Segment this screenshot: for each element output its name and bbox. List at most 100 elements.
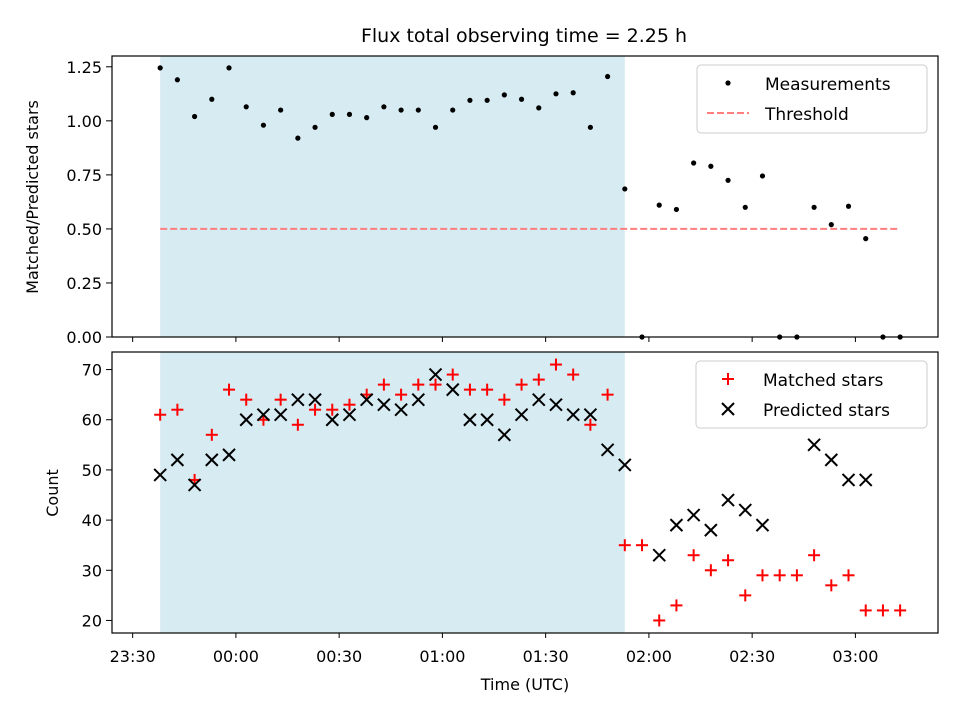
measurement-point <box>622 186 628 192</box>
measurement-point <box>845 203 852 209</box>
measurement-point <box>742 204 748 210</box>
top-axes-frame <box>111 55 939 338</box>
bottom-y-axis-label: Count <box>43 469 62 517</box>
predicted-point <box>239 413 253 427</box>
predicted-point <box>394 402 408 417</box>
bottom-panel: 20 30 40 50 60 70 23:30 00:00 00:30 01:00 01:30 02… <box>43 351 939 694</box>
measurement-point <box>536 105 542 111</box>
matched-point <box>377 378 390 391</box>
top-plot-area <box>157 65 903 340</box>
top-legend-box <box>696 64 928 134</box>
matched-point <box>894 604 907 617</box>
predicted-point <box>669 518 684 532</box>
measurement-point <box>381 104 387 110</box>
matched-point <box>739 589 752 602</box>
xtick-label: 00:30 <box>316 647 362 666</box>
matched-point <box>618 539 631 552</box>
matched-legend-marker <box>722 373 734 385</box>
predicted-point <box>807 438 821 452</box>
measurement-point <box>312 124 318 130</box>
measurement-point <box>725 177 731 183</box>
measurement-point <box>708 163 714 169</box>
predicted-point <box>755 518 770 532</box>
measurement-point <box>605 73 611 80</box>
bottom-ytick-label: 20 <box>82 611 102 630</box>
predicted-point <box>704 523 718 537</box>
matched-point <box>532 373 545 386</box>
predicted-point <box>187 478 202 492</box>
matched-point <box>670 599 683 612</box>
predicted-point <box>359 392 374 407</box>
predicted-point <box>841 473 856 487</box>
matched-point <box>549 358 562 371</box>
measurement-point <box>863 236 869 242</box>
predicted-point <box>446 382 460 397</box>
predicted-point <box>497 428 512 442</box>
measurement-point <box>174 77 180 83</box>
measurement-point <box>157 65 163 71</box>
predicted-point <box>532 392 546 407</box>
measurement-point <box>192 113 198 120</box>
matched-point <box>171 403 184 416</box>
measurement-point <box>209 96 215 102</box>
matched-point <box>825 579 838 592</box>
top-ytick-label: 0.50 <box>66 220 102 239</box>
top-y-axis: 0.00 0.25 0.50 0.75 1.00 1.25 <box>66 58 112 347</box>
top-ytick-label: 0.75 <box>66 166 102 185</box>
threshold-legend-label: Threshold <box>764 105 849 125</box>
matched-point <box>326 403 339 416</box>
top-x-ticks <box>132 337 856 342</box>
measurement-point <box>811 204 817 210</box>
predicted-point <box>686 508 701 522</box>
bottom-ytick-label: 50 <box>82 461 102 480</box>
matched-point <box>584 418 597 431</box>
bottom-legend-box <box>695 360 928 429</box>
predicted-point <box>463 413 477 427</box>
measurement-point <box>415 107 421 113</box>
xtick-label: 03:00 <box>832 647 878 666</box>
matched-point <box>756 569 769 582</box>
matched-point <box>876 604 889 617</box>
matched-point <box>205 428 218 441</box>
measurement-point <box>243 104 249 110</box>
matched-point <box>446 368 459 381</box>
predicted-point <box>721 493 735 507</box>
predicted-point <box>600 443 615 457</box>
measurement-point <box>346 111 353 117</box>
matched-point <box>842 569 855 582</box>
measurement-point <box>398 107 404 113</box>
predicted-point <box>428 367 443 382</box>
predicted-point <box>824 453 839 467</box>
predicted-point <box>480 413 494 427</box>
matched-point <box>274 393 287 406</box>
bottom-ytick-label: 60 <box>82 411 102 430</box>
matched-point <box>223 383 236 396</box>
measurement-point <box>260 122 267 128</box>
matched-point <box>412 378 425 391</box>
bottom-y-axis: 20 30 40 50 60 70 <box>82 361 112 630</box>
matched-point <box>343 398 356 411</box>
matched-point <box>240 393 253 406</box>
matched-point <box>498 393 511 406</box>
matched-point <box>481 383 494 396</box>
top-ytick-label: 1.00 <box>66 112 102 131</box>
measurement-point <box>329 111 335 117</box>
predicted-point <box>411 392 426 407</box>
xtick-label: 02:30 <box>729 647 775 666</box>
measurement-point <box>226 65 232 71</box>
top-panel: 0.00 0.25 0.50 0.75 1.00 1.25 Matched/Predict… <box>23 55 939 347</box>
matched-point <box>601 388 614 401</box>
matched-point <box>859 604 872 617</box>
predicted-point <box>273 408 288 422</box>
predicted-point <box>566 408 580 422</box>
matched-point <box>395 388 408 401</box>
predicted-point <box>222 448 236 462</box>
matched-point <box>154 408 167 421</box>
measurement-point <box>364 115 370 121</box>
measurement-point <box>553 91 559 97</box>
matched-point <box>636 539 649 552</box>
measurement-point <box>587 124 593 130</box>
measurement-point <box>570 90 576 96</box>
xtick-label: 01:00 <box>419 647 465 666</box>
